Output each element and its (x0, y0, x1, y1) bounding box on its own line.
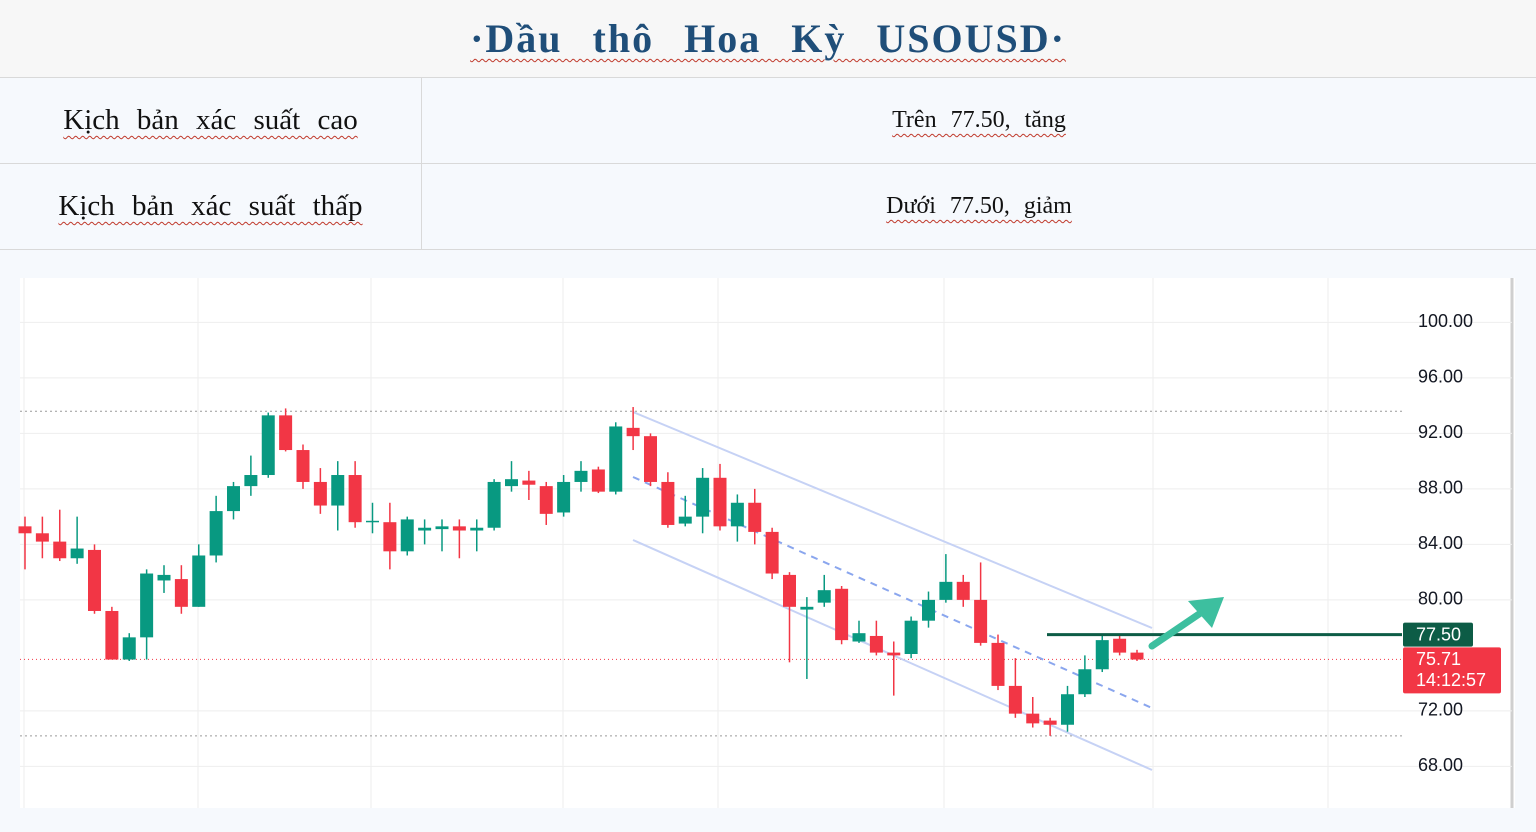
candle-body (261, 415, 275, 476)
candle-body (817, 590, 831, 603)
candle-body (1026, 713, 1040, 724)
level-label: 77.50 (1416, 624, 1461, 644)
candle-body (383, 522, 397, 552)
y-tick-label: 72.00 (1418, 700, 1463, 720)
candle-body (713, 477, 727, 527)
y-tick-label: 68.00 (1418, 755, 1463, 775)
candle-body (869, 635, 883, 653)
candle-body (765, 531, 779, 574)
candle-body (1078, 669, 1092, 695)
candle-body (522, 480, 536, 485)
candle-body (1095, 640, 1109, 670)
candle-body (157, 574, 171, 581)
candle-body (939, 581, 953, 600)
candle-body (18, 526, 32, 534)
table-row: Kịch bản xác suất cao Trên 77.50, tăng (0, 78, 1536, 164)
candle-body (887, 652, 901, 656)
candle-body (922, 599, 935, 621)
candle-body (418, 527, 432, 531)
candle-body (244, 475, 258, 487)
candle-body (678, 516, 692, 524)
candle-body (1043, 720, 1057, 725)
candle-body (452, 526, 466, 531)
candle-body (539, 486, 553, 514)
candle-body (800, 606, 814, 610)
candle-body (105, 610, 119, 660)
candle-body (1130, 652, 1144, 660)
countdown: 14:12:57 (1416, 670, 1486, 690)
candle-body (991, 642, 1005, 686)
title: ·Dầu thô Hoa Kỳ USOUSD· (470, 16, 1066, 61)
y-tick-label: 84.00 (1418, 533, 1463, 553)
candle-body (470, 527, 484, 531)
candle-body (348, 475, 362, 523)
header: ·Dầu thô Hoa Kỳ USOUSD· (0, 0, 1536, 78)
candle-body (783, 574, 796, 607)
candle-body (313, 481, 327, 506)
cell: Kịch bản xác suất cao (0, 78, 422, 163)
cell-text: Kịch bản xác suất cao (63, 104, 358, 136)
candle-body (748, 502, 762, 532)
y-tick-label: 100.00 (1418, 311, 1473, 331)
arrow (1148, 597, 1224, 650)
candle-body (574, 470, 588, 482)
candle-body (227, 486, 240, 512)
candle-body (366, 520, 379, 523)
y-tick-label: 96.00 (1418, 367, 1463, 387)
y-tick-label: 80.00 (1418, 589, 1463, 609)
cell: Kịch bản xác suất thấp (0, 164, 422, 249)
candle-body (626, 427, 640, 437)
candle-body (557, 481, 571, 513)
last-box (1403, 647, 1501, 694)
y-tick-label: 92.00 (1418, 422, 1463, 442)
candle-body (1008, 685, 1022, 714)
candle-body (591, 469, 605, 492)
candle-body (140, 573, 154, 638)
candle-body (279, 415, 293, 451)
candle-body (400, 519, 414, 552)
candle-body (70, 548, 84, 559)
y-tick-label: 88.00 (1418, 478, 1463, 498)
candle-body (661, 481, 675, 525)
candle-body (88, 549, 101, 611)
candle-body (192, 555, 206, 607)
cell: Dưới 77.50, giảm (422, 164, 1536, 249)
candle-body (904, 620, 918, 654)
candle-body (956, 581, 970, 600)
candle-body (53, 541, 67, 559)
cell-text: Dưới 77.50, giảm (886, 193, 1072, 219)
last-label: 75.71 (1416, 649, 1461, 669)
candle-body (209, 511, 223, 556)
cell-text: Kịch bản xác suất thấp (58, 190, 363, 222)
candle-body (505, 479, 518, 487)
candle-body (1061, 694, 1074, 725)
candle-body (609, 426, 623, 492)
candle-body (974, 599, 988, 643)
candle-body (1113, 638, 1127, 653)
cell-text: Trên 77.50, tăng (892, 107, 1066, 133)
candle-body (174, 579, 188, 607)
candle-body (331, 475, 345, 506)
table-row: Kịch bản xác suất thấp Dưới 77.50, giảm (0, 164, 1536, 250)
candle-body (835, 588, 849, 641)
candle-body (852, 633, 866, 642)
candle-body (730, 502, 744, 527)
candle-body (122, 637, 136, 660)
candle-body (696, 477, 710, 517)
candle-body (35, 533, 49, 542)
v-grid (23, 278, 1329, 808)
candle-body (644, 436, 657, 482)
level-box (1403, 622, 1473, 647)
candle-body (435, 526, 449, 530)
cell: Trên 77.50, tăng (422, 78, 1536, 163)
candle-body (487, 481, 501, 528)
candle-body (296, 450, 310, 482)
